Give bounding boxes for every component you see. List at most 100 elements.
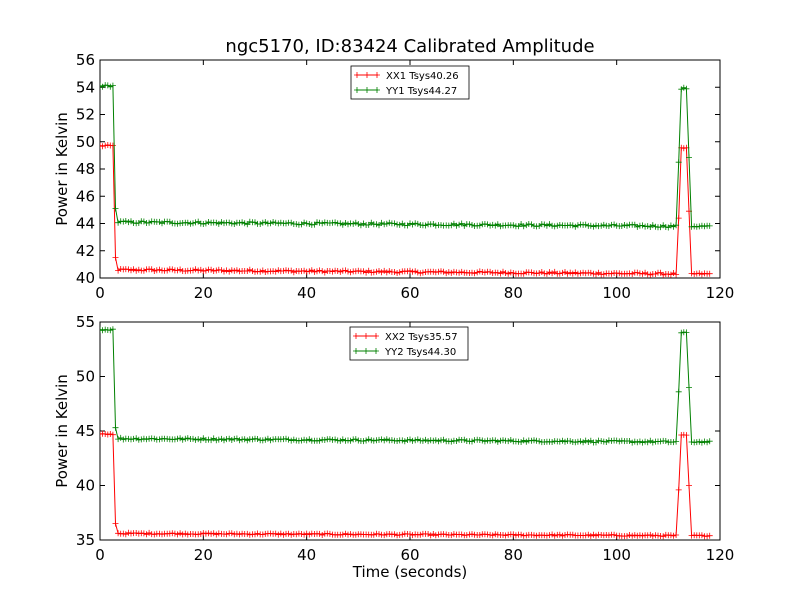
data-point	[479, 269, 486, 275]
data-point	[262, 219, 269, 226]
data-point	[130, 435, 137, 442]
data-point	[554, 222, 561, 229]
data-point	[616, 438, 623, 445]
data-point	[316, 437, 323, 444]
data-point	[649, 439, 656, 446]
data-point	[706, 222, 713, 229]
data-point	[293, 531, 300, 538]
data-point	[448, 269, 455, 276]
data-point	[647, 531, 654, 538]
data-point	[352, 219, 359, 226]
y-axis-label-top: Power in Kelvin	[53, 112, 71, 226]
data-point	[667, 532, 674, 539]
data-point	[270, 219, 277, 225]
data-point	[244, 437, 251, 444]
data-point	[500, 268, 506, 275]
data-point	[673, 438, 680, 445]
data-point	[102, 431, 109, 437]
data-point	[414, 269, 421, 276]
data-point	[587, 222, 594, 229]
data-point	[469, 531, 475, 538]
data-point	[236, 531, 243, 538]
data-point	[277, 219, 284, 226]
data-point	[678, 86, 685, 93]
data-point	[438, 437, 444, 444]
data-point	[425, 531, 432, 537]
data-point	[505, 270, 512, 277]
data-point	[587, 532, 594, 539]
data-point	[329, 268, 336, 275]
data-point	[683, 329, 690, 336]
data-point	[523, 222, 530, 229]
data-point	[567, 438, 574, 445]
data-point	[272, 219, 279, 226]
data-point	[639, 222, 646, 229]
data-point	[577, 270, 584, 277]
legend-entry: YY2 Tsys44.30	[384, 347, 456, 358]
data-point	[290, 269, 297, 276]
data-point	[143, 531, 150, 538]
data-point	[244, 221, 251, 228]
data-point	[616, 270, 623, 277]
data-point	[546, 269, 553, 276]
data-point	[510, 270, 517, 276]
data-point	[252, 531, 258, 538]
data-point	[531, 532, 537, 539]
data-point	[288, 437, 295, 444]
data-point	[456, 269, 463, 276]
x-tick-label: 40	[297, 546, 316, 564]
data-point	[140, 435, 147, 442]
data-point	[549, 531, 556, 538]
data-point	[249, 268, 256, 274]
data-point	[122, 218, 129, 224]
data-point	[450, 531, 457, 538]
data-point	[662, 224, 669, 230]
data-point	[549, 222, 556, 229]
data-point	[497, 223, 504, 230]
data-point	[520, 223, 527, 230]
data-point	[484, 221, 491, 228]
data-point	[306, 268, 313, 275]
x-tick-label: 40	[297, 284, 316, 302]
data-point	[562, 532, 568, 538]
data-point	[453, 222, 460, 229]
data-point	[507, 437, 514, 443]
data-point	[698, 532, 705, 539]
data-point	[202, 220, 209, 227]
data-point	[236, 219, 243, 226]
data-point	[487, 222, 494, 229]
data-point	[634, 223, 641, 230]
data-point	[306, 531, 313, 538]
data-point	[435, 268, 442, 275]
data-point	[569, 222, 576, 229]
data-point	[507, 269, 514, 276]
data-point	[257, 268, 264, 275]
data-point	[404, 437, 411, 443]
data-point	[642, 223, 649, 230]
data-point	[267, 437, 274, 444]
data-point	[156, 218, 163, 225]
data-point	[342, 267, 349, 274]
data-point	[301, 219, 308, 226]
data-point	[391, 269, 398, 275]
data-point	[412, 437, 419, 444]
data-point	[301, 531, 308, 538]
data-point	[649, 222, 656, 229]
data-point	[373, 221, 380, 228]
data-point	[559, 269, 566, 276]
data-point	[427, 532, 434, 539]
data-point	[629, 271, 636, 277]
data-point	[280, 531, 287, 538]
data-point	[376, 436, 382, 443]
data-point	[306, 436, 313, 443]
data-point	[360, 438, 367, 445]
data-point	[533, 532, 540, 539]
y-axis-label-bottom: Power in Kelvin	[53, 374, 71, 488]
data-point	[598, 222, 605, 229]
data-point	[600, 271, 607, 278]
data-point	[264, 435, 271, 442]
data-point	[590, 270, 597, 277]
data-point	[533, 270, 540, 277]
data-point	[386, 531, 393, 537]
data-point	[252, 219, 258, 226]
